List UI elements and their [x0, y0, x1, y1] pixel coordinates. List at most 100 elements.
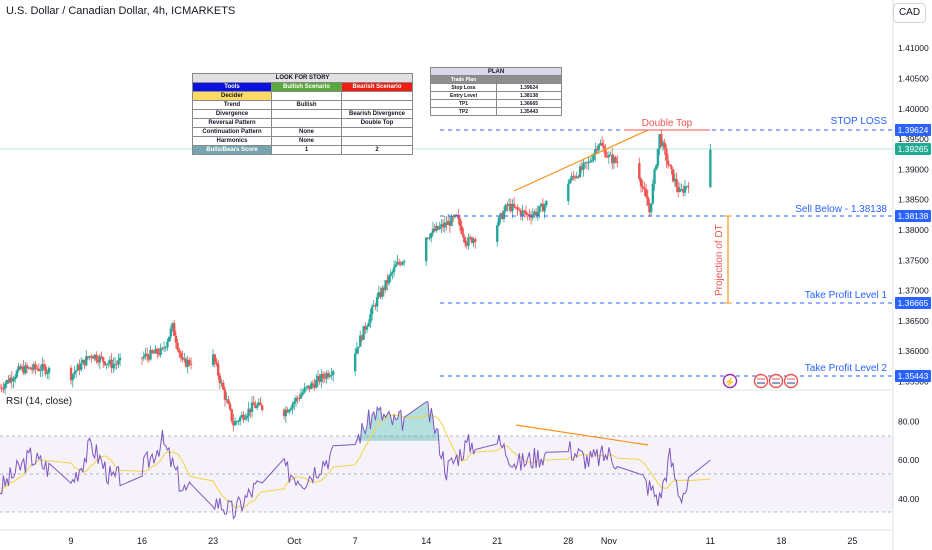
candle: [85, 350, 88, 367]
candle: [218, 372, 222, 390]
candle: [222, 379, 225, 391]
candle: [105, 363, 108, 370]
candle: [533, 209, 536, 218]
symbol-title: U.S. Dollar / Canadian Dollar, 4h, ICMAR…: [6, 5, 236, 17]
story-col-bearish: Bearish Scenario: [341, 82, 413, 92]
tp1-label: Take Profit Level 1: [805, 290, 888, 301]
time-tick-label: 23: [208, 536, 218, 546]
candle: [457, 209, 460, 225]
candle: [673, 173, 677, 187]
candle: [228, 401, 232, 411]
candle: [435, 222, 438, 233]
candle: [69, 365, 73, 385]
candle: [458, 214, 462, 232]
event-markers[interactable]: ⚡: [722, 373, 799, 389]
candle: [288, 408, 291, 415]
price-tick-label: 1.36500: [898, 316, 929, 326]
time-tick-label: 7: [353, 536, 358, 546]
time-tick-label: 25: [847, 536, 857, 546]
time-axis[interactable]: 9 16 23 Oct 7 14 21 28 Nov 11 18 25: [69, 536, 858, 546]
candle: [113, 357, 117, 371]
candle: [183, 352, 186, 363]
story-row-label: Continuation Pattern: [192, 127, 272, 137]
currency-button[interactable]: CAD: [893, 3, 926, 23]
candle: [316, 370, 320, 387]
story-cell: None: [271, 127, 342, 137]
candle: [188, 357, 191, 367]
candle: [164, 345, 167, 352]
story-col-tools: Tools: [192, 82, 272, 92]
candle: [599, 139, 602, 146]
price-tick-label: 1.41000: [898, 43, 929, 53]
candle: [573, 174, 577, 181]
candle: [524, 205, 528, 218]
story-cell: 2: [341, 145, 413, 155]
rsi-tick-label: 40.00: [898, 494, 920, 504]
candle: [467, 233, 470, 250]
candle: [29, 366, 32, 370]
candle: [658, 134, 661, 156]
candle: [100, 351, 103, 360]
candle: [230, 408, 233, 424]
candle: [516, 204, 519, 216]
candle: [582, 159, 585, 177]
candle: [22, 359, 25, 376]
candle: [433, 224, 436, 233]
candle: [293, 397, 296, 411]
candle: [162, 341, 166, 353]
candle: [463, 236, 467, 248]
candle: [661, 139, 665, 152]
candle: [651, 179, 655, 205]
candle: [115, 360, 118, 370]
candle: [110, 353, 113, 374]
candle: [145, 347, 149, 362]
entry-label: Sell Below - 1.38138: [795, 204, 887, 215]
candle: [8, 374, 12, 384]
candle: [460, 220, 463, 236]
candle: [577, 174, 580, 180]
us-flag-icon: [783, 373, 799, 389]
candle: [260, 404, 264, 413]
story-cell: [271, 118, 342, 128]
rsi-line: [0, 401, 711, 520]
candle: [240, 411, 244, 418]
candle: [499, 212, 502, 224]
candle: [391, 269, 394, 280]
candle: [10, 371, 14, 389]
last-price-tag: 1.39265: [898, 144, 929, 154]
candle: [611, 147, 614, 170]
candle: [147, 353, 151, 363]
candle: [36, 365, 39, 371]
candle: [441, 219, 445, 232]
story-cell: 1: [271, 145, 342, 155]
time-tick-label: 9: [69, 536, 74, 546]
candle: [641, 180, 644, 192]
candle: [438, 221, 441, 231]
candle: [189, 357, 193, 370]
candle: [534, 208, 538, 219]
candle: [34, 360, 37, 375]
candle: [83, 359, 86, 370]
price-tick-label: 1.39000: [898, 164, 929, 174]
candle: [144, 348, 147, 360]
candle-series: [0, 129, 712, 432]
candle: [169, 325, 173, 341]
candle: [443, 215, 447, 233]
candle: [79, 356, 83, 372]
candle: [403, 259, 406, 266]
pattern-drawings: Double Top Projection of DT: [513, 118, 732, 446]
candle: [671, 169, 675, 183]
candle: [331, 369, 335, 382]
candle: [174, 330, 178, 349]
candle: [616, 155, 619, 168]
candle: [600, 136, 604, 147]
candle: [670, 164, 673, 175]
us-flag-icon: [753, 373, 769, 389]
price-axis[interactable]: 1.41000 1.40500 1.40000 1.39500 1.39000 1.385…: [898, 43, 929, 504]
candle: [299, 388, 303, 400]
candle: [526, 212, 529, 221]
price-tick-label: 1.38500: [898, 195, 929, 205]
candle: [519, 208, 523, 220]
